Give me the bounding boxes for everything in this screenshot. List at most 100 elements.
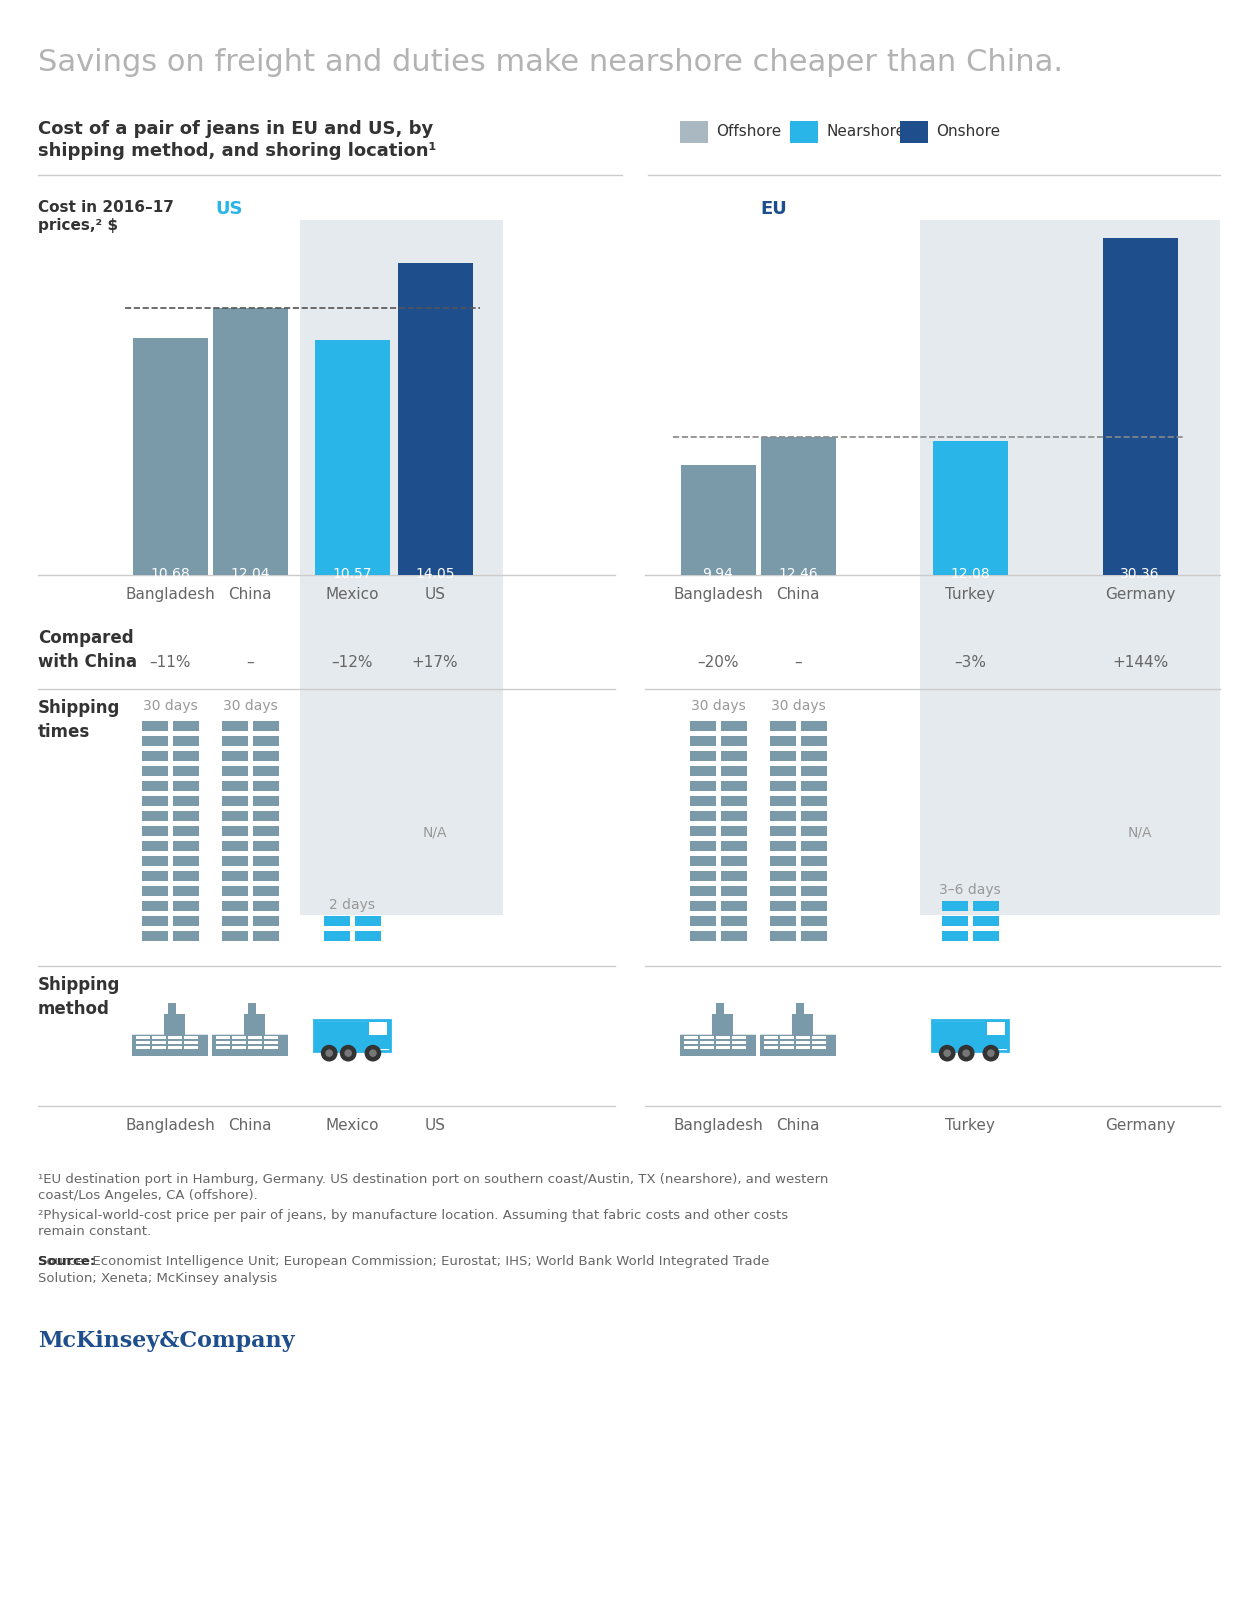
Bar [315,341,390,574]
Text: 30 days: 30 days [770,699,825,714]
Text: China: China [228,1118,272,1133]
Bar [142,931,167,941]
Polygon shape [680,1035,756,1051]
Bar [780,1035,794,1040]
Bar [987,1022,1006,1035]
Bar [213,307,288,574]
Text: +144%: +144% [1111,654,1169,670]
Bar [682,464,756,574]
Bar [942,931,967,941]
Bar [700,1035,714,1040]
Bar [142,901,167,910]
Bar [791,1014,812,1035]
Text: 12.08: 12.08 [951,566,989,581]
Circle shape [962,1050,969,1058]
Bar [253,886,279,896]
Bar [790,122,819,142]
Text: Germany: Germany [1105,587,1175,602]
Bar [684,1042,698,1045]
Bar [720,826,746,835]
Bar [253,856,279,866]
Text: 10.68: 10.68 [150,566,189,581]
Bar [689,811,715,821]
Bar [972,915,998,926]
Text: Bangladesh: Bangladesh [125,1118,214,1133]
Text: Cost of a pair of jeans in EU and US, by: Cost of a pair of jeans in EU and US, by [37,120,434,138]
Bar [324,915,349,926]
Text: Turkey: Turkey [944,1118,996,1133]
Text: ¹EU destination port in Hamburg, Germany. US destination port on southern coast/: ¹EU destination port in Hamburg, Germany… [37,1173,829,1186]
Circle shape [958,1045,974,1061]
Bar [244,1014,264,1035]
Bar [253,811,279,821]
Bar [800,750,826,762]
Bar [1103,238,1177,574]
Bar [689,750,715,762]
Bar [770,842,795,851]
Bar [172,901,198,910]
Text: N/A: N/A [1128,826,1153,840]
Bar [168,1046,182,1050]
Bar [920,219,1220,915]
Polygon shape [212,1035,288,1051]
Bar [812,1035,826,1040]
Circle shape [325,1050,333,1058]
Bar [720,750,746,762]
Polygon shape [132,1035,208,1051]
Text: Shipping
method: Shipping method [37,976,121,1018]
Text: 30 days: 30 days [142,699,197,714]
Bar [720,915,746,926]
Bar [172,781,198,790]
Bar [232,1042,245,1045]
Text: 14.05: 14.05 [415,566,455,581]
Bar [253,915,279,926]
Bar [800,901,826,910]
Bar [172,722,198,731]
Bar [716,1046,730,1050]
Bar [355,931,380,941]
Bar [222,826,248,835]
Bar [142,795,167,806]
Bar [222,766,248,776]
Bar [168,1003,176,1016]
Bar [212,1035,288,1056]
Text: Nearshore: Nearshore [826,125,905,139]
Bar [796,1046,810,1050]
Bar [142,826,167,835]
Circle shape [983,1045,999,1061]
Bar [222,870,248,882]
Bar [136,1046,150,1050]
Circle shape [340,1045,356,1061]
Bar [222,856,248,866]
Bar [720,781,746,790]
Text: ²Physical-world-cost price per pair of jeans, by manufacture location. Assuming : ²Physical-world-cost price per pair of j… [37,1210,789,1222]
Bar [248,1003,257,1016]
Bar [796,1042,810,1045]
Bar [770,886,795,896]
Bar [368,1021,390,1048]
Bar [720,766,746,776]
Bar [932,1022,986,1053]
Text: Cost in 2016–17: Cost in 2016–17 [37,200,174,214]
Bar [720,870,746,882]
Text: Germany: Germany [1105,1118,1175,1133]
Bar [700,1046,714,1050]
Bar [720,736,746,746]
Bar [720,901,746,910]
Bar [136,1042,150,1045]
Bar [253,901,279,910]
Text: remain constant.: remain constant. [37,1226,151,1238]
Bar [764,1035,778,1040]
Bar [172,856,198,866]
Bar [184,1042,198,1045]
Bar [770,901,795,910]
Bar [314,1021,390,1051]
Circle shape [938,1045,956,1061]
Bar [800,722,826,731]
Bar [253,842,279,851]
Bar [222,886,248,896]
Bar [324,931,349,941]
Bar [253,781,279,790]
Bar [142,856,167,866]
Bar [800,842,826,851]
